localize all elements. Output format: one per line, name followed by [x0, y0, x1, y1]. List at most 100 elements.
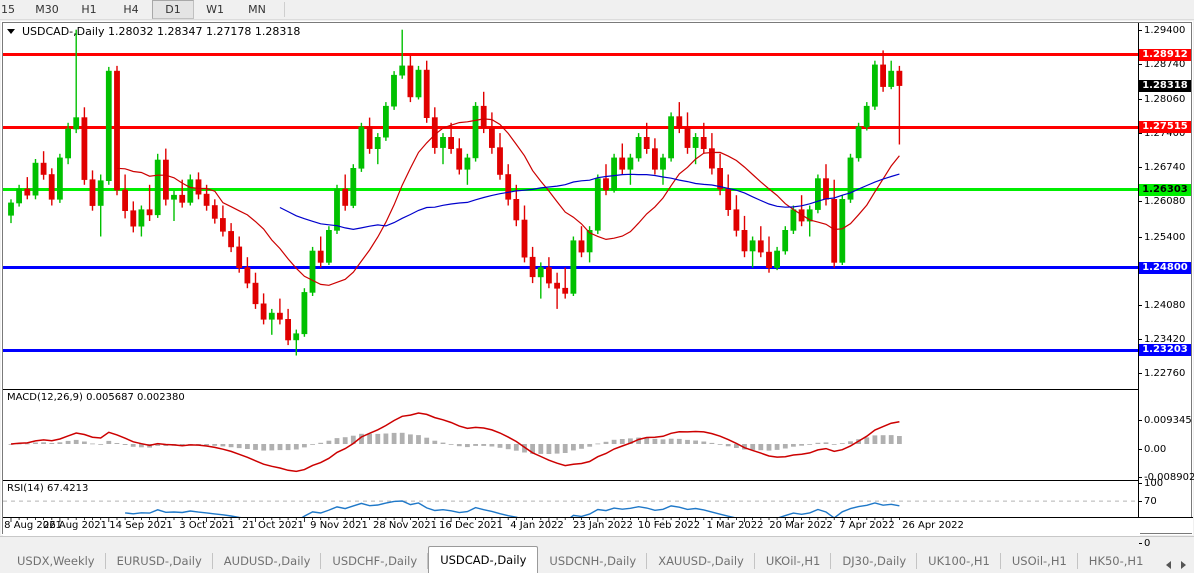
price-axis-tick-label: 1.22760 [1144, 368, 1186, 380]
macd-axis-tick-label: -0.008902 [1144, 472, 1194, 483]
macd-axis-tick: -0.008902 [1139, 472, 1194, 483]
tick-dash [1139, 420, 1142, 421]
chart-tab-label: XAUUSD-,Daily [658, 554, 744, 568]
chart-tab-dj30-daily[interactable]: DJ30-,Daily [831, 549, 918, 573]
time-axis-label: 21 Oct 2021 [242, 520, 304, 531]
price-axis-tick-label: 1.28060 [1144, 94, 1186, 105]
tab-separator [320, 553, 322, 569]
chart-tab-uk100-h1[interactable]: UK100-,H1 [917, 549, 1001, 573]
tick-dash [1139, 133, 1142, 135]
timeframe-button-m30[interactable]: M30 [26, 0, 68, 19]
chart-tab-label: USDCAD-,Daily [440, 553, 527, 567]
chart-symbol-and-ohlc: USDCAD-,Daily 1.28032 1.28347 1.27178 1.… [22, 24, 301, 38]
timeframe-label: W1 [206, 3, 224, 16]
chart-header: USDCAD-,Daily 1.28032 1.28347 1.27178 1.… [3, 23, 300, 39]
level-line-resistance[interactable] [3, 53, 1140, 57]
price-axis-badge-support[interactable]: 1.23203 [1139, 344, 1191, 357]
chart-tab-label: USDCNH-,Daily [549, 554, 637, 568]
scroll-left-icon[interactable] [1166, 561, 1171, 569]
macd-axis-tick: 0.009345 [1139, 415, 1192, 426]
scroll-right-icon[interactable] [1181, 561, 1186, 569]
timeframe-button-w1[interactable]: W1 [194, 0, 236, 19]
time-axis-label: 23 Jan 2022 [573, 520, 633, 531]
chart-tab-label: USDCHF-,Daily [332, 554, 418, 568]
rsi-axis-tick-label: 100 [1144, 478, 1164, 489]
timeframe-button-h4[interactable]: H4 [110, 0, 152, 19]
tick-dash [1139, 201, 1142, 203]
time-axis-label: 4 Jan 2022 [510, 520, 564, 531]
chart-tab-hk50-h1[interactable]: HK50-,H1 [1078, 549, 1155, 573]
price-axis-tick-label: 1.26740 [1144, 162, 1186, 174]
chart-tab-label: AUDUSD-,Daily [223, 554, 311, 568]
tab-separator [104, 553, 106, 569]
price-pane[interactable] [3, 23, 1140, 387]
price-axis-badge-current-price[interactable]: 1.28318 [1139, 79, 1191, 92]
price-axis-badge-support[interactable]: 1.24800 [1139, 261, 1191, 274]
tab-scroll-controls [1162, 561, 1194, 573]
timeframe-button-mn[interactable]: MN [236, 0, 278, 19]
tick-dash [1139, 236, 1142, 238]
rsi-axis-tick-label: 0 [1144, 538, 1151, 549]
chart-tab-label: HK50-,H1 [1088, 554, 1144, 568]
level-line-support[interactable] [3, 348, 1140, 352]
price-axis[interactable]: 1.29400 1.28740 1.28060 1.27400 1.26740 1.260… [1138, 23, 1194, 549]
tick-dash [1139, 477, 1142, 478]
chart-tab-label: DJ30-,Daily [842, 554, 907, 568]
chart-tab-audusd-daily[interactable]: AUDUSD-,Daily [213, 549, 322, 573]
tick-dash [1139, 99, 1142, 100]
toolbar-separator [284, 2, 285, 17]
chart-tab-usdcad-daily[interactable]: USDCAD-,Daily [428, 546, 539, 573]
macd-axis-tick: 0.00 [1139, 444, 1166, 455]
time-axis-label: 10 Feb 2022 [637, 520, 701, 531]
chart-tab-usdcnh-daily[interactable]: USDCNH-,Daily [538, 549, 648, 573]
price-axis-tick: 1.26740 [1139, 162, 1185, 173]
time-axis: 8 Aug 2021 26 Aug 2021 14 Sep 2021 3 Oct 20… [3, 517, 1193, 533]
macd-series [8, 412, 902, 473]
tab-separator [916, 553, 918, 569]
price-axis-tick-label: 1.29400 [1144, 24, 1186, 36]
chart-tab-strip: USDX,Weekly EURUSD-,Daily AUDUSD-,Daily USD… [6, 545, 1162, 573]
tab-separator [646, 553, 648, 569]
chart-tab-label: UK100-,H1 [928, 554, 990, 568]
price-axis-tick: 1.22760 [1139, 368, 1185, 379]
rsi-axis-tick: 100 [1139, 478, 1163, 489]
badge-value: 1.28912 [1142, 48, 1188, 60]
chart-tab-usoil-h1[interactable]: USOil-,H1 [1001, 549, 1078, 573]
chart-tab-label: EURUSD-,Daily [116, 554, 202, 568]
tab-separator [753, 553, 755, 569]
chart-tab-eurusd-daily[interactable]: EURUSD-,Daily [106, 549, 213, 573]
price-axis-tick-label: 1.27400 [1144, 128, 1186, 140]
level-line-pivot[interactable] [3, 188, 1140, 192]
chart-tab-usdx-weekly[interactable]: USDX,Weekly [6, 549, 106, 573]
timeframe-button-h1[interactable]: H1 [68, 0, 110, 19]
rsi-axis-tick: 0 [1139, 538, 1150, 549]
chart-tab-ukoil-h1[interactable]: UKOil-,H1 [755, 549, 832, 573]
tab-separator [830, 553, 832, 569]
macd-label: MACD(12,26,9) 0.005687 0.002380 [7, 392, 185, 403]
chart-tab-label: UKOil-,H1 [765, 554, 821, 568]
timeframe-button-group: 15 M30 H1 H4 D1 W1 MN [0, 0, 278, 19]
price-axis-badge-resistance[interactable]: 1.28912 [1139, 48, 1191, 61]
chart-window[interactable]: MACD(12,26,9) 0.005687 0.002380 RSI(14) … [1, 21, 1194, 551]
chart-tab-label: USDX,Weekly [17, 554, 95, 568]
price-axis-tick: 1.28060 [1139, 94, 1185, 105]
price-axis-tick: 1.29400 [1139, 25, 1185, 36]
price-axis-tick: 1.23420 [1139, 334, 1185, 345]
price-axis-tick-label: 1.23420 [1144, 333, 1186, 345]
price-axis-badge-resistance[interactable]: 1.27515 [1139, 121, 1191, 134]
price-axis-badge-pivot[interactable]: 1.26303 [1139, 183, 1191, 196]
level-line-resistance[interactable] [3, 125, 1140, 129]
chevron-down-icon[interactable] [7, 28, 15, 34]
chart-tab-bar: USDX,Weekly EURUSD-,Daily AUDUSD-,Daily USD… [0, 536, 1194, 573]
timeframe-button-15[interactable]: 15 [0, 0, 26, 19]
price-axis-tick: 1.26080 [1139, 196, 1185, 207]
macd-pane[interactable]: MACD(12,26,9) 0.005687 0.002380 [3, 389, 1140, 479]
timeframe-button-d1[interactable]: D1 [152, 0, 194, 19]
time-axis-label: 20 Mar 2022 [769, 520, 833, 531]
badge-value: 1.26303 [1142, 183, 1188, 195]
timeframe-toolbar: 15 M30 H1 H4 D1 W1 MN [0, 0, 1194, 20]
chart-tab-usdchf-daily[interactable]: USDCHF-,Daily [321, 549, 429, 573]
price-axis-tick-label: 1.26080 [1144, 196, 1186, 208]
chart-tab-xauusd-daily[interactable]: XAUUSD-,Daily [647, 549, 755, 573]
